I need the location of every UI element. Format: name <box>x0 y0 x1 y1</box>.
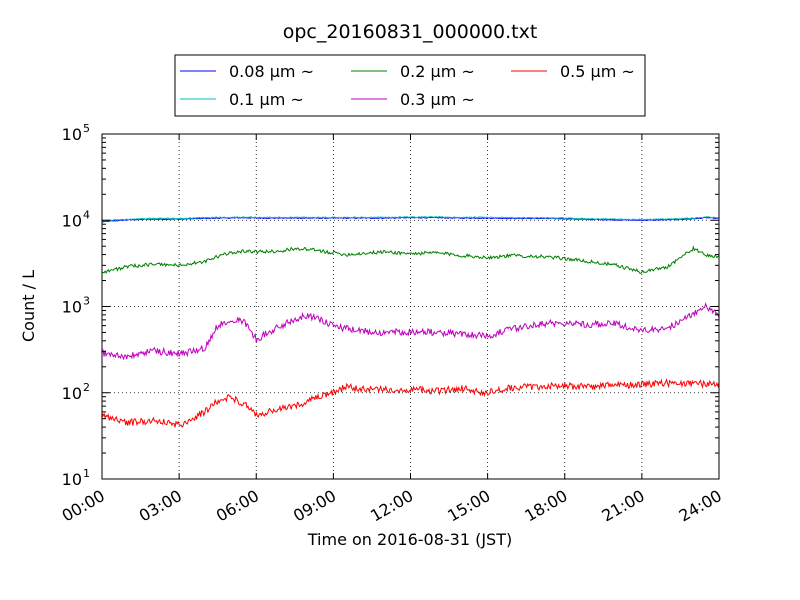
series-line <box>101 216 720 222</box>
y-axis-label: Count / L <box>19 270 38 342</box>
legend-label: 0.2 μm ~ <box>400 62 475 81</box>
y-tick-label: 10 <box>62 384 82 403</box>
y-tick-exponent: 3 <box>83 295 90 308</box>
series-line <box>101 302 720 361</box>
y-tick-exponent: 1 <box>83 467 90 480</box>
series-line <box>101 378 720 429</box>
legend-label: 0.5 μm ~ <box>560 62 635 81</box>
legend-label: 0.3 μm ~ <box>400 90 475 109</box>
x-axis-label: Time on 2016-08-31 (JST) <box>307 530 512 549</box>
y-tick-label: 10 <box>62 470 82 489</box>
y-tick-exponent: 2 <box>83 381 90 394</box>
grid <box>102 134 719 479</box>
chart-title: opc_20160831_000000.txt <box>283 21 538 43</box>
legend-label: 0.1 μm ~ <box>229 90 304 109</box>
y-tick-label: 10 <box>62 211 82 230</box>
y-tick-label: 10 <box>62 298 82 317</box>
y-tick-label: 10 <box>62 125 82 144</box>
y-tick-exponent: 5 <box>83 122 90 135</box>
legend: 0.08 μm ~ 0.2 μm ~ 0.5 μm ~ 0.1 μm ~ 0.3 μm … <box>174 54 646 117</box>
ticks <box>101 133 720 480</box>
y-tick-exponent: 4 <box>83 208 90 221</box>
series-group <box>101 216 720 429</box>
legend-label: 0.08 μm ~ <box>229 62 314 81</box>
series-line <box>101 245 720 274</box>
legend-box <box>174 54 646 117</box>
